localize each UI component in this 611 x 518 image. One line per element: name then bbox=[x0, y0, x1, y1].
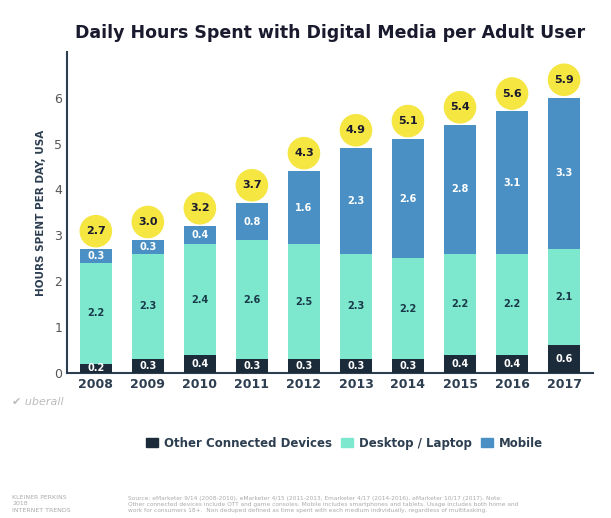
Ellipse shape bbox=[288, 138, 320, 169]
Text: 0.4: 0.4 bbox=[191, 231, 208, 240]
Ellipse shape bbox=[549, 64, 580, 95]
Text: 0.4: 0.4 bbox=[191, 359, 208, 369]
Bar bbox=[184, 355, 216, 373]
Text: 4.9: 4.9 bbox=[346, 125, 366, 135]
Text: 5.9: 5.9 bbox=[554, 75, 574, 85]
Text: 2.3: 2.3 bbox=[347, 301, 365, 311]
Text: 2.2: 2.2 bbox=[87, 308, 104, 319]
Bar bbox=[79, 249, 112, 263]
Text: KLEINER PERKINS
2018
INTERNET TRENDS: KLEINER PERKINS 2018 INTERNET TRENDS bbox=[12, 495, 71, 513]
Bar bbox=[392, 258, 424, 359]
Y-axis label: HOURS SPENT PER DAY, USA: HOURS SPENT PER DAY, USA bbox=[36, 130, 46, 295]
Bar bbox=[548, 346, 580, 373]
Text: 2.4: 2.4 bbox=[191, 295, 208, 305]
Text: 0.3: 0.3 bbox=[295, 361, 313, 371]
Text: 2.2: 2.2 bbox=[503, 299, 521, 309]
Bar bbox=[184, 244, 216, 355]
Text: ✔ uberall: ✔ uberall bbox=[12, 397, 64, 407]
Bar bbox=[340, 359, 372, 373]
Text: 3.3: 3.3 bbox=[555, 168, 573, 178]
Bar bbox=[236, 203, 268, 240]
Text: 2.3: 2.3 bbox=[347, 196, 365, 206]
Text: 5.4: 5.4 bbox=[450, 103, 470, 112]
Ellipse shape bbox=[132, 206, 164, 238]
Text: 3.2: 3.2 bbox=[190, 203, 210, 213]
Text: 3.0: 3.0 bbox=[138, 217, 158, 227]
Ellipse shape bbox=[496, 78, 528, 109]
Bar bbox=[79, 263, 112, 364]
Bar bbox=[392, 359, 424, 373]
Title: Daily Hours Spent with Digital Media per Adult User: Daily Hours Spent with Digital Media per… bbox=[75, 24, 585, 42]
Bar bbox=[548, 98, 580, 249]
Text: 0.3: 0.3 bbox=[87, 251, 104, 261]
Bar bbox=[236, 240, 268, 359]
Bar bbox=[132, 254, 164, 359]
Bar bbox=[392, 139, 424, 258]
Bar bbox=[79, 364, 112, 373]
Text: 4.3: 4.3 bbox=[294, 148, 314, 158]
Text: 2.6: 2.6 bbox=[243, 295, 260, 305]
Text: 2.8: 2.8 bbox=[452, 184, 469, 194]
Text: 0.4: 0.4 bbox=[503, 359, 521, 369]
Bar bbox=[288, 171, 320, 244]
Bar bbox=[132, 359, 164, 373]
Ellipse shape bbox=[80, 215, 111, 247]
Text: 5.1: 5.1 bbox=[398, 116, 418, 126]
Ellipse shape bbox=[392, 106, 423, 137]
Text: 0.3: 0.3 bbox=[400, 361, 417, 371]
Bar bbox=[184, 226, 216, 244]
Text: 0.4: 0.4 bbox=[452, 359, 469, 369]
Text: 0.8: 0.8 bbox=[243, 217, 260, 226]
Text: 0.3: 0.3 bbox=[243, 361, 260, 371]
Bar bbox=[340, 148, 372, 254]
Bar bbox=[548, 249, 580, 346]
Text: 5.6: 5.6 bbox=[502, 89, 522, 98]
Text: 2.6: 2.6 bbox=[400, 194, 417, 204]
Ellipse shape bbox=[236, 170, 268, 201]
Text: 0.2: 0.2 bbox=[87, 363, 104, 373]
Text: 2.2: 2.2 bbox=[452, 299, 469, 309]
Text: 3.1: 3.1 bbox=[503, 178, 521, 188]
Bar bbox=[236, 359, 268, 373]
Ellipse shape bbox=[340, 114, 371, 146]
Bar bbox=[444, 125, 476, 254]
Text: 2.1: 2.1 bbox=[555, 292, 573, 303]
Bar bbox=[444, 254, 476, 355]
Bar bbox=[340, 254, 372, 359]
Legend: Other Connected Devices, Desktop / Laptop, Mobile: Other Connected Devices, Desktop / Lapto… bbox=[141, 432, 548, 454]
Text: Source: eMarketer 9/14 (2008-2010), eMarketer 4/15 (2011-2013, Emarketer 4/17 (2: Source: eMarketer 9/14 (2008-2010), eMar… bbox=[128, 496, 519, 513]
Text: 0.6: 0.6 bbox=[555, 354, 573, 364]
Text: 0.3: 0.3 bbox=[139, 361, 156, 371]
Text: 2.5: 2.5 bbox=[295, 297, 313, 307]
Bar bbox=[496, 111, 528, 254]
Bar bbox=[288, 359, 320, 373]
Bar bbox=[132, 240, 164, 254]
Bar bbox=[288, 244, 320, 359]
Text: 1.6: 1.6 bbox=[295, 203, 313, 213]
Text: 0.3: 0.3 bbox=[347, 361, 365, 371]
Bar bbox=[496, 355, 528, 373]
Text: 2.7: 2.7 bbox=[86, 226, 106, 236]
Ellipse shape bbox=[185, 193, 216, 224]
Text: 2.2: 2.2 bbox=[400, 304, 417, 314]
Text: 2.3: 2.3 bbox=[139, 301, 156, 311]
Text: 0.3: 0.3 bbox=[139, 242, 156, 252]
Bar bbox=[496, 254, 528, 355]
Text: 3.7: 3.7 bbox=[242, 180, 262, 190]
Bar bbox=[444, 355, 476, 373]
Ellipse shape bbox=[444, 92, 475, 123]
